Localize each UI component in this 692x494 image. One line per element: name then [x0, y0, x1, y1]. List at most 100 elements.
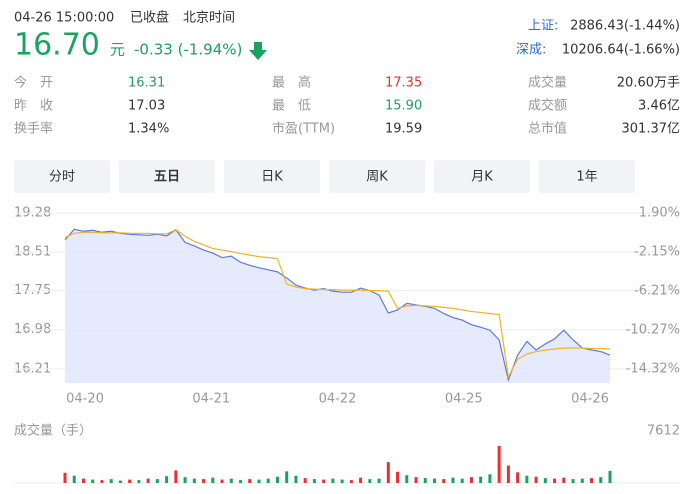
volume-bar: [488, 474, 492, 483]
index-value: 10206.64(-1.66%): [562, 43, 680, 58]
volume-bar: [497, 446, 501, 483]
volume-bar: [146, 478, 150, 483]
tab-label[interactable]: 周K: [366, 170, 388, 185]
volume-bar: [608, 470, 612, 483]
volume-bar: [72, 475, 76, 483]
volume-bar: [165, 476, 169, 483]
volume-bar: [109, 479, 113, 483]
volume-bar: [432, 478, 436, 483]
down-arrow: [249, 42, 267, 60]
tab-label[interactable]: 1年: [576, 170, 597, 185]
volume-bar: [220, 479, 224, 483]
stat-value: 17.35: [385, 76, 422, 91]
volume-bar: [460, 478, 464, 483]
volume-bar: [405, 475, 409, 483]
volume-bar: [562, 477, 566, 483]
status: 已收盘: [130, 10, 169, 26]
volume-bar: [386, 462, 390, 483]
y2-tick-label: -14.32%: [626, 361, 680, 376]
volume-bar: [128, 479, 132, 483]
y2-tick-label: -10.27%: [626, 323, 680, 338]
volume-bar: [100, 480, 104, 483]
volume-bar: [192, 478, 196, 483]
volume-bar: [599, 477, 603, 483]
x-tick-label: 04-25: [445, 392, 483, 407]
stat-label: 最 低: [272, 99, 311, 114]
volume-bar: [543, 478, 547, 483]
volume-bar: [275, 476, 279, 483]
volume-bar: [174, 470, 178, 483]
y2-tick-label: -6.21%: [634, 283, 680, 298]
tab[interactable]: [14, 160, 110, 193]
average-line: [64, 229, 611, 379]
volume-bar: [525, 475, 529, 483]
volume-bar: [451, 477, 455, 483]
stat-value: 17.03: [128, 99, 165, 114]
volume-bar: [396, 471, 400, 483]
tab-label[interactable]: 分时: [49, 170, 75, 185]
stat-value: 19.59: [385, 122, 422, 137]
volume-bar: [469, 477, 473, 483]
stat-label: 换手率: [14, 121, 53, 137]
volume-bar: [312, 479, 316, 483]
y2-tick-label: -2.15%: [634, 244, 680, 259]
index-value: 2886.43(-1.44%): [570, 19, 680, 34]
x-tick-label: 04-22: [319, 392, 357, 407]
tab-label[interactable]: 日K: [261, 170, 283, 185]
volume-bar: [63, 472, 67, 483]
stat-value: 3.46亿: [638, 99, 680, 114]
stat-value: 20.60万手: [617, 76, 680, 91]
unit: 元: [110, 41, 125, 59]
tab[interactable]: [224, 160, 320, 193]
volume-bar: [442, 479, 446, 483]
x-tick-label: 04-21: [192, 392, 230, 407]
volume-bar: [303, 478, 307, 483]
volume-bar: [118, 480, 122, 483]
volume-bar: [590, 478, 594, 483]
x-tick-label: 04-20: [66, 392, 104, 407]
volume-title: 成交量（手）: [14, 423, 92, 439]
stat-label: 昨 收: [14, 99, 53, 114]
volume-bar: [211, 477, 215, 483]
stat-label: 成交额: [528, 98, 567, 114]
volume-bar: [516, 472, 520, 483]
volume-bar: [340, 479, 344, 483]
volume-bar: [229, 478, 233, 483]
stat-label: 市盈(TTM): [272, 121, 335, 137]
stat-value: 16.31: [128, 76, 165, 91]
volume-bar: [368, 479, 372, 483]
volume-bar: [183, 477, 187, 483]
stat-label: 总市值: [528, 121, 567, 137]
volume-bar: [359, 477, 363, 483]
volume-bar: [534, 476, 538, 483]
volume-bar: [266, 478, 270, 483]
change: -0.33 (-1.94%): [134, 41, 242, 59]
stat-label: 成交量: [528, 75, 567, 91]
volume-bar: [155, 479, 159, 483]
tab-label[interactable]: 五日: [154, 170, 180, 185]
price-line: [64, 228, 611, 383]
tab-label[interactable]: 月K: [471, 170, 493, 185]
volume-bar: [248, 479, 252, 483]
zone: 北京时间: [183, 11, 235, 26]
volume-bar: [285, 471, 289, 483]
index-name: 深成:: [516, 43, 546, 58]
tab[interactable]: [119, 160, 215, 193]
tab[interactable]: [434, 160, 530, 193]
tab[interactable]: [329, 160, 425, 193]
volume-bar: [202, 479, 206, 483]
tab[interactable]: [539, 160, 635, 193]
volume-bar: [137, 480, 141, 483]
stat-value: 15.90: [385, 99, 422, 114]
price-area: [65, 229, 610, 383]
volume-bar: [553, 478, 557, 483]
volume-bar: [580, 478, 584, 483]
volume-bar: [414, 477, 418, 483]
volume-bar: [377, 478, 381, 483]
volume-bar: [331, 478, 335, 483]
volume-bar: [322, 479, 326, 483]
stat-value: 1.34%: [128, 122, 169, 137]
price: 16.70: [14, 28, 100, 63]
volume-bar: [81, 478, 85, 483]
